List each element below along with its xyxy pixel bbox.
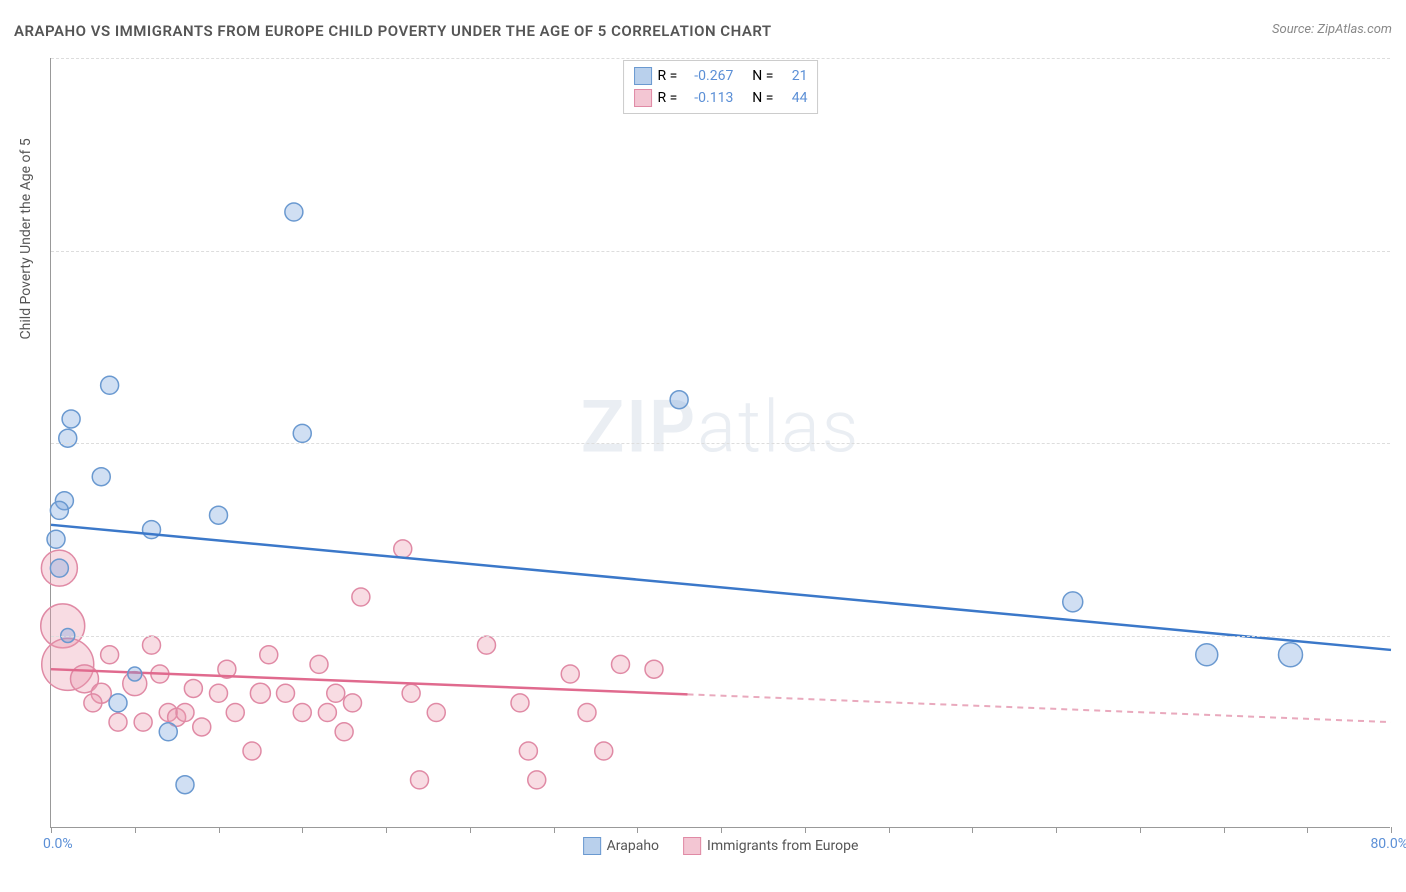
data-point (561, 665, 579, 683)
data-point (260, 646, 278, 664)
data-point (62, 410, 80, 428)
data-point (109, 694, 127, 712)
data-point (50, 559, 68, 577)
data-point (128, 667, 142, 681)
data-point (143, 636, 161, 654)
data-point (411, 771, 429, 789)
data-point (277, 684, 295, 702)
swatch-arapaho-icon (583, 837, 601, 855)
data-point (318, 704, 336, 722)
data-point (528, 771, 546, 789)
data-point (344, 694, 362, 712)
x-tick (805, 827, 806, 833)
data-point (109, 713, 127, 731)
data-point (478, 636, 496, 654)
data-point (511, 694, 529, 712)
x-axis-max: 80.0% (1370, 836, 1406, 852)
data-point (394, 540, 412, 558)
x-tick (219, 827, 220, 833)
data-point (293, 424, 311, 442)
data-point (1063, 592, 1083, 612)
trend-line (51, 525, 1391, 650)
chart-container: ARAPAHO VS IMMIGRANTS FROM EUROPE CHILD … (0, 0, 1406, 892)
data-point (519, 742, 537, 760)
data-point (184, 679, 202, 697)
x-tick (470, 827, 471, 833)
data-point (92, 468, 110, 486)
series-legend: Arapaho Immigrants from Europe (583, 837, 859, 855)
data-point (427, 704, 445, 722)
source-label: Source: ZipAtlas.com (1272, 22, 1392, 37)
data-point (327, 684, 345, 702)
data-point (402, 684, 420, 702)
x-tick (1056, 827, 1057, 833)
x-tick (972, 827, 973, 833)
plot-area: ZIPatlas R = -0.267 N = 21 R = -0.113 N … (50, 58, 1390, 828)
legend-item-europe: Immigrants from Europe (683, 837, 858, 855)
data-point (1279, 643, 1303, 667)
data-point (226, 704, 244, 722)
x-axis-min: 0.0% (43, 836, 73, 852)
y-axis-title: Child Poverty Under the Age of 5 (18, 138, 34, 339)
x-tick (51, 827, 52, 833)
data-point (612, 655, 630, 673)
data-point (645, 660, 663, 678)
data-point (578, 704, 596, 722)
data-point (176, 704, 194, 722)
x-tick (1391, 827, 1392, 833)
gridline (51, 636, 1390, 637)
x-tick (889, 827, 890, 833)
x-tick (721, 827, 722, 833)
data-point (293, 704, 311, 722)
legend-item-arapaho: Arapaho (583, 837, 659, 855)
data-point (1196, 644, 1218, 666)
data-point (250, 683, 270, 703)
trend-line-extrapolated (688, 694, 1392, 722)
x-tick (1224, 827, 1225, 833)
data-point (84, 694, 102, 712)
gridline (51, 251, 1390, 252)
data-point (59, 429, 77, 447)
data-point (101, 646, 119, 664)
x-tick (637, 827, 638, 833)
data-point (176, 776, 194, 794)
x-tick (135, 827, 136, 833)
chart-title: ARAPAHO VS IMMIGRANTS FROM EUROPE CHILD … (14, 22, 772, 40)
swatch-europe-icon (683, 837, 701, 855)
data-point (134, 713, 152, 731)
data-point (352, 588, 370, 606)
data-point (210, 684, 228, 702)
data-point (335, 723, 353, 741)
data-point (47, 530, 65, 548)
data-point (243, 742, 261, 760)
data-point (193, 718, 211, 736)
data-point (285, 203, 303, 221)
x-tick (1140, 827, 1141, 833)
x-tick (302, 827, 303, 833)
data-point (50, 501, 68, 519)
x-tick (1307, 827, 1308, 833)
x-tick (554, 827, 555, 833)
x-tick (386, 827, 387, 833)
data-point (310, 655, 328, 673)
data-point (210, 506, 228, 524)
data-point (595, 742, 613, 760)
data-point (670, 391, 688, 409)
data-point (159, 723, 177, 741)
gridline (51, 443, 1390, 444)
data-point (101, 376, 119, 394)
gridline (51, 58, 1390, 59)
